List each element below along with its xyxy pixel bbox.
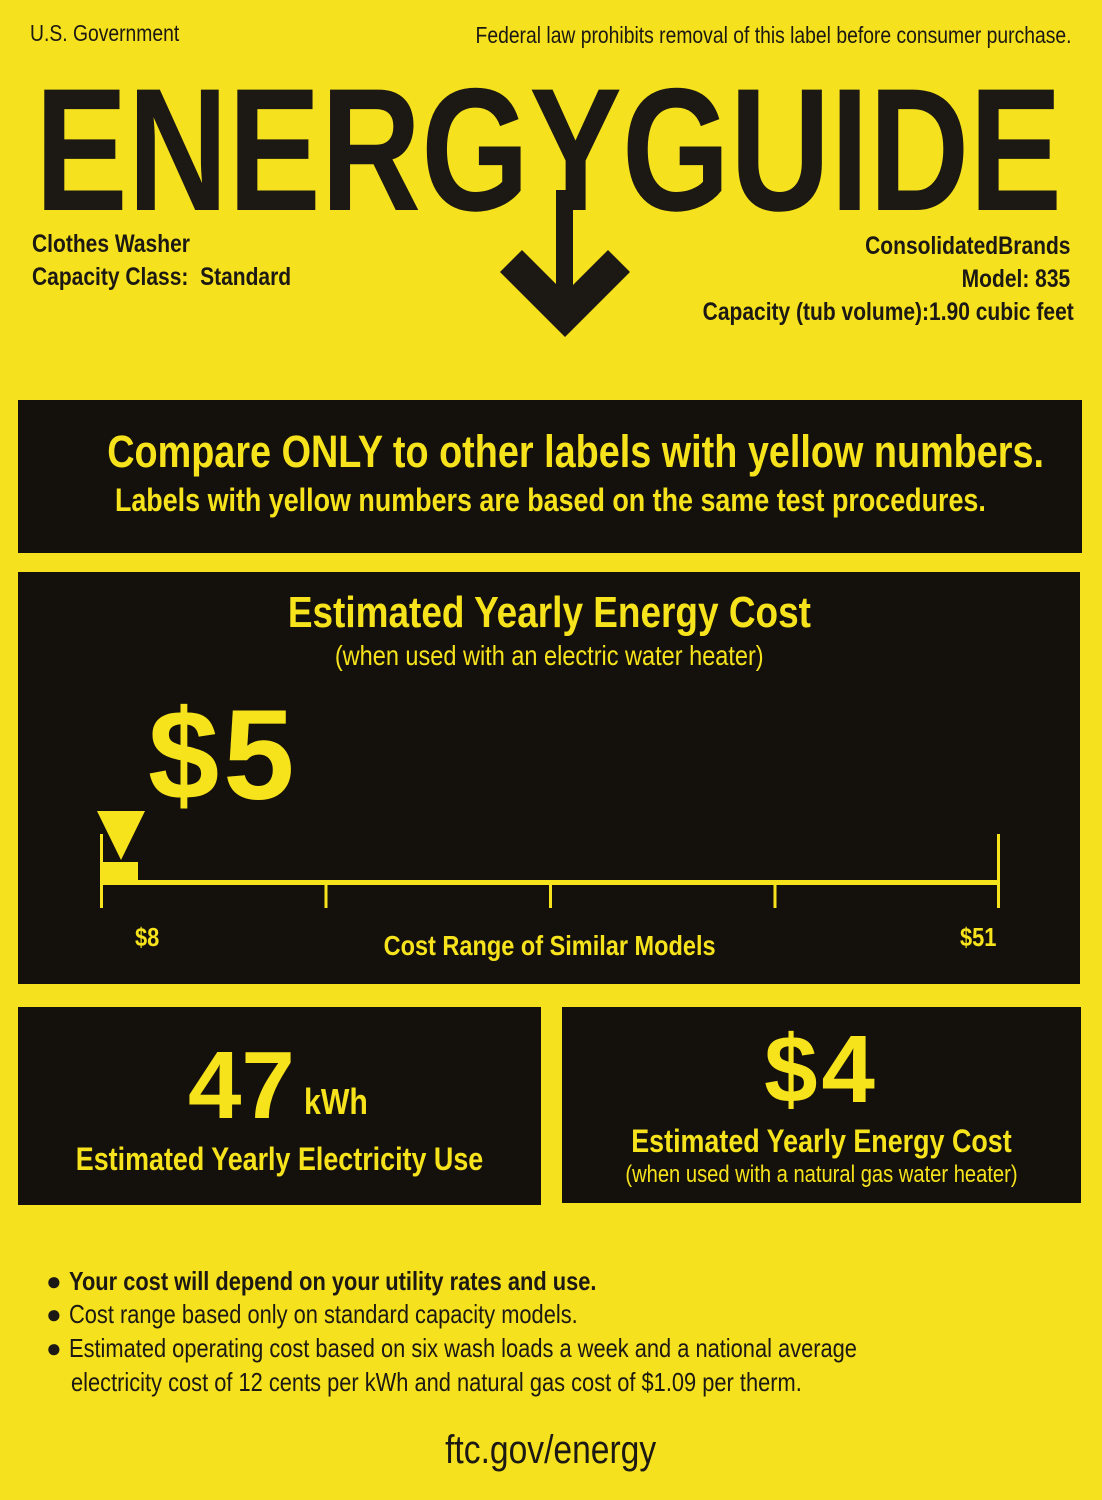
capacity-value: Capacity (tub volume):1.90 cubic feet — [702, 298, 1074, 326]
yearly-cost-value: $5 — [148, 684, 299, 827]
compare-notice-box: Compare ONLY to other labels with yellow… — [18, 400, 1082, 553]
model-number: Model: 835 — [961, 265, 1070, 293]
yearly-cost-box: Estimated Yearly Energy Cost (when used … — [18, 572, 1080, 984]
yearly-cost-subtitle: (when used with an electric water heater… — [334, 640, 764, 671]
appliance-type: Clothes Washer — [32, 230, 190, 258]
yearly-cost-title: Estimated Yearly Energy Cost — [287, 588, 811, 637]
compare-line-2: Labels with yellow numbers are based on … — [114, 482, 986, 518]
logo-text: ENERGYGUIDE — [35, 60, 1062, 248]
range-caption: Cost Range of Similar Models — [384, 930, 716, 961]
marker-bar — [100, 862, 138, 882]
brand-name: ConsolidatedBrands — [864, 232, 1070, 260]
cost-range-scale — [97, 811, 1000, 908]
issuer-text: U.S. Government — [30, 20, 180, 46]
gas-cost-sublabel: (when used with a natural gas water heat… — [625, 1161, 1018, 1188]
electricity-use-box: 47 kWh Estimated Yearly Electricity Use — [18, 1007, 541, 1205]
gas-cost-label: Estimated Yearly Energy Cost — [631, 1123, 1012, 1159]
scale-tick — [324, 883, 328, 908]
range-min-label: $8 — [135, 922, 160, 952]
scale-end-max — [997, 834, 1000, 908]
gas-cost-value: $4 — [764, 1016, 879, 1123]
ftc-link[interactable]: ftc.gov/energy — [445, 1428, 657, 1472]
scale-line — [100, 880, 1000, 885]
marker-triangle-icon — [97, 811, 145, 860]
down-arrow-icon — [500, 190, 630, 337]
note-item: ● Your cost will depend on your utility … — [46, 1266, 597, 1296]
capacity-class: Capacity Class: Standard — [32, 263, 292, 291]
gas-cost-box: $4 Estimated Yearly Energy Cost (when us… — [562, 1007, 1081, 1203]
note-item: ● Cost range based only on standard capa… — [46, 1299, 578, 1329]
compare-line-1: Compare ONLY to other labels with yellow… — [107, 426, 1045, 477]
note-item-continued: electricity cost of 12 cents per kWh and… — [71, 1367, 802, 1397]
legal-notice: Federal law prohibits removal of this la… — [475, 22, 1072, 48]
electricity-use-unit: kWh — [304, 1081, 368, 1122]
range-max-label: $51 — [959, 922, 996, 952]
electricity-use-value: 47 — [188, 1032, 295, 1139]
scale-tick — [773, 883, 777, 908]
electricity-use-label: Estimated Yearly Electricity Use — [75, 1141, 484, 1177]
energyguide-logo: ENERGYGUIDE — [35, 60, 1062, 337]
scale-tick — [549, 883, 552, 908]
note-item: ● Estimated operating cost based on six … — [46, 1333, 857, 1363]
